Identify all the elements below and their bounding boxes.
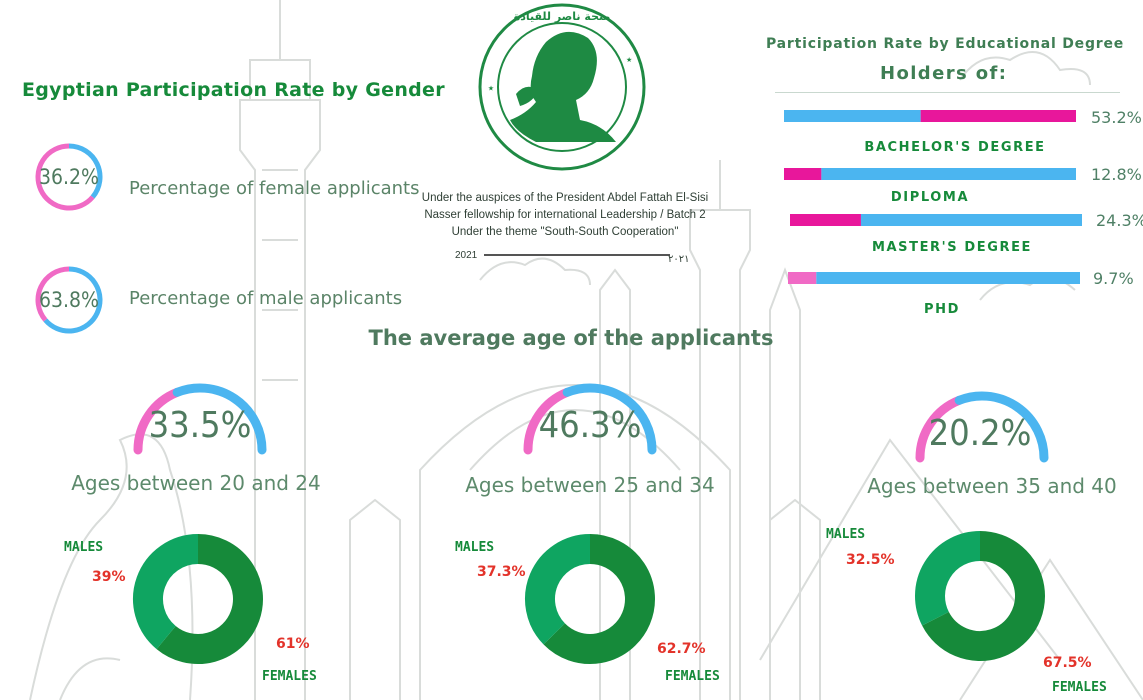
- females-percent: 62.7%: [657, 641, 706, 657]
- diploma-value: 12.8%: [1091, 165, 1142, 184]
- timeline-divider: [484, 254, 670, 256]
- females-label: FEMALES: [262, 669, 317, 684]
- education-bar-value: [784, 168, 822, 180]
- education-divider: [775, 92, 1120, 93]
- diploma-label: DIPLOMA: [890, 190, 970, 205]
- logo-caption: Under the auspices of the President Abde…: [380, 190, 750, 241]
- year-left: 2021: [455, 250, 478, 261]
- bachelor-label: BACHELOR'S DEGREE: [864, 140, 1046, 155]
- education-bar-track: [821, 168, 1076, 180]
- masters-label: MASTER'S DEGREE: [871, 240, 1033, 255]
- education-subtitle: Holders of:: [880, 63, 1008, 84]
- education-bar-track: [784, 110, 921, 122]
- education-bar-track: [860, 214, 1082, 226]
- female-ring: 36.2%: [35, 143, 103, 211]
- age-label-20-24: Ages between 20 and 24: [71, 471, 321, 495]
- education-section-title: Participation Rate by Educational Degree: [766, 36, 1125, 52]
- svg-text:★: ★: [486, 84, 496, 93]
- phd-label: PHD: [924, 302, 960, 317]
- caption-line: Under the auspices of the President Abde…: [421, 192, 709, 204]
- education-bar-value: [920, 110, 1076, 122]
- males-percent: 37.3%: [477, 564, 526, 580]
- females-percent: 67.5%: [1043, 655, 1092, 671]
- logo-arabic-title: منحة ناصر للقيادة: [514, 10, 611, 23]
- donut-males-slice: [915, 531, 981, 626]
- age-label-35-40: Ages between 35 and 40: [867, 474, 1117, 498]
- age-percent-35-40: 20.2%: [928, 413, 1032, 454]
- age-gauge-20-24: [133, 383, 267, 455]
- education-bar-chart: [784, 110, 1082, 284]
- age-gauge-pink: [523, 387, 572, 455]
- age-gauge-blue: [562, 383, 657, 455]
- age-gauge-blue: [172, 383, 267, 455]
- gender-section-title: Egyptian Participation Rate by Gender: [22, 79, 445, 101]
- age-section-title: The average age of the applicants: [368, 326, 774, 350]
- ring-blue-segment: [68, 143, 103, 199]
- male-percentage: 63.8%: [38, 288, 99, 312]
- fellowship-logo: ★ ★ منحة ناصر للقيادة: [478, 3, 646, 171]
- age-percent-25-34: 46.3%: [538, 405, 642, 446]
- caption-line: Nasser fellowship for international Lead…: [424, 209, 706, 221]
- males-label: MALES: [455, 540, 495, 555]
- donut-females-slice: [543, 534, 655, 664]
- age-label-25-34: Ages between 25 and 34: [465, 473, 715, 497]
- education-bar-value: [788, 272, 817, 284]
- gender-donut-35-40: [915, 531, 1045, 661]
- male-ring-chart: [35, 266, 103, 334]
- age-gauge-pink: [915, 395, 964, 463]
- age-gauge-25-34: [523, 383, 657, 455]
- ring-blue-segment: [43, 266, 103, 334]
- phd-value: 9.7%: [1093, 269, 1134, 288]
- males-label: MALES: [826, 527, 866, 542]
- female-ring-chart: [35, 143, 103, 211]
- svg-text:★: ★: [626, 56, 632, 64]
- age-gauge-blue: [954, 391, 1049, 463]
- donut-females-slice: [156, 534, 263, 664]
- males-percent: 39%: [92, 569, 126, 585]
- age-gauge-pink: [133, 387, 182, 455]
- ring-pink-segment: [35, 143, 95, 211]
- female-percentage: 36.2%: [38, 165, 99, 189]
- donut-males-slice: [525, 534, 591, 645]
- donut-males-slice: [133, 534, 199, 650]
- bachelor-value: 53.2%: [1091, 108, 1142, 127]
- males-label: MALES: [64, 540, 104, 555]
- gender-donut-20-24: [133, 534, 263, 664]
- females-label: FEMALES: [1052, 680, 1107, 695]
- male-ring: 63.8%: [35, 266, 103, 334]
- age-gauge-35-40: [915, 391, 1049, 463]
- females-label: FEMALES: [665, 669, 720, 684]
- masters-value: 24.3%: [1096, 211, 1143, 230]
- ring-pink-segment: [35, 266, 70, 322]
- gender-donut-25-34: [525, 534, 655, 664]
- males-percent: 32.5%: [846, 552, 895, 568]
- donut-females-slice: [922, 531, 1045, 661]
- male-label: Percentage of male applicants: [129, 288, 403, 309]
- age-percent-20-24: 33.5%: [148, 405, 252, 446]
- caption-line: Under the theme "South-South Cooperation…: [451, 226, 679, 238]
- females-percent: 61%: [276, 636, 310, 652]
- education-bar-value: [790, 214, 861, 226]
- female-label: Percentage of female applicants: [129, 178, 420, 199]
- year-right: ٢٠٢١: [668, 254, 690, 265]
- education-bar-track: [816, 272, 1080, 284]
